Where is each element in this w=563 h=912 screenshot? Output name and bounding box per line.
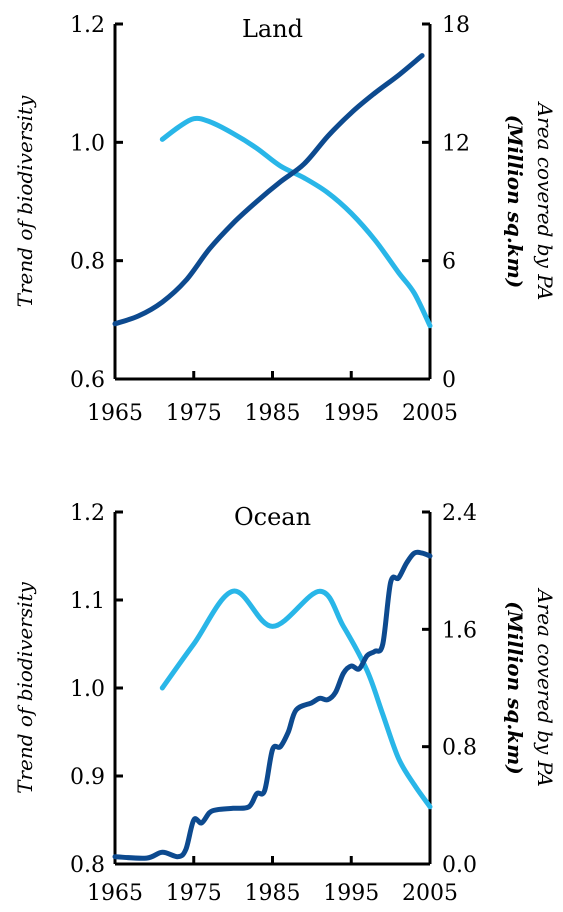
left-y-tick-label: 0.8 (70, 250, 105, 275)
right-y-tick-label: 12 (442, 131, 470, 156)
x-tick-label: 1985 (245, 401, 301, 426)
right-y-tick-label: 6 (442, 250, 456, 275)
left-y-tick-label: 1.2 (70, 501, 105, 526)
left-y-tick-label: 1.2 (70, 13, 105, 38)
x-tick-label: 1995 (323, 881, 379, 906)
y-axis-label-right: Area covered by PA (533, 587, 557, 787)
left-y-tick-label: 1.0 (70, 131, 105, 156)
x-tick-label: 2005 (402, 881, 458, 906)
x-tick-label: 2005 (402, 401, 458, 426)
series-line-left-axis (159, 588, 433, 810)
x-tick-label: 1975 (166, 881, 222, 906)
y-axis-label-right: Area covered by PA (533, 101, 557, 301)
left-y-tick-label: 1.0 (70, 677, 105, 702)
series-line-left-axis (159, 115, 433, 329)
y-axis-label-right-units: (Million sq.km) (503, 601, 527, 775)
right-y-tick-label: 0.0 (442, 853, 477, 878)
y-axis-label-right-units: (Million sq.km) (503, 115, 527, 289)
y-axis-label-left: Trend of biodiversity (13, 581, 37, 793)
chart-title: Land (242, 15, 303, 43)
left-y-tick-label: 0.8 (70, 853, 105, 878)
x-tick-label: 1965 (87, 881, 143, 906)
left-y-tick-label: 1.1 (70, 589, 105, 614)
right-y-tick-label: 2.4 (442, 501, 477, 526)
x-tick-label: 1995 (323, 401, 379, 426)
chart-panel-ocean: 0.8 0.9 1.0 1.1 1.2 0.0 0.8 1.6 2.4 1965 1975 1985 1… (13, 501, 557, 906)
right-y-tick-label: 18 (442, 13, 470, 38)
left-y-tick-label: 0.6 (70, 368, 105, 393)
series-line-right-axis (112, 53, 425, 327)
right-y-tick-label: 0.8 (442, 736, 477, 761)
y-axis-label-left: Trend of biodiversity (13, 95, 37, 307)
series-line-right-axis (112, 549, 433, 861)
right-y-tick-label: 0 (442, 368, 456, 393)
chart-panel-land: 0.6 0.8 1.0 1.2 0 6 12 18 1965 1975 1985 1995 2005 La… (13, 13, 557, 426)
x-tick-label: 1975 (166, 401, 222, 426)
x-tick-label: 1985 (245, 881, 301, 906)
chart-title: Ocean (234, 503, 311, 531)
right-y-tick-label: 1.6 (442, 618, 477, 643)
left-y-tick-label: 0.9 (70, 765, 105, 790)
x-tick-label: 1965 (87, 401, 143, 426)
